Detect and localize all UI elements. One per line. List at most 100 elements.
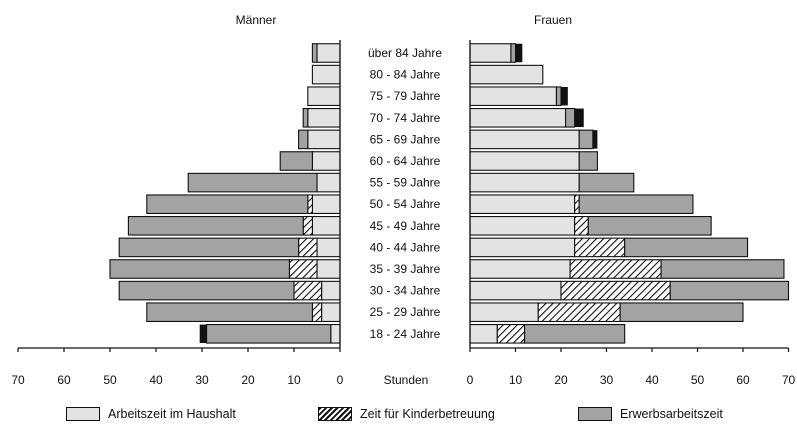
bar-women-erwerb (578, 172, 635, 193)
x-tick-label-men: 30 (195, 373, 209, 387)
bar-men-erwerb (302, 108, 309, 128)
bar-men-erwerb (279, 151, 313, 171)
x-tick-label-women: 60 (736, 373, 750, 387)
bar-women-haushalt (469, 216, 576, 236)
x-tick-label-women: 50 (691, 373, 705, 387)
bar-women-haushalt (469, 129, 580, 150)
category-label: 55 - 59 Jahre (370, 176, 441, 190)
bar-men-kinder (307, 194, 313, 214)
x-tick-label-men: 0 (337, 373, 344, 387)
bar-women-kinder (574, 216, 589, 236)
bar-men-erwerb (206, 323, 332, 344)
bar-men-haushalt (307, 129, 341, 150)
bar-men-kinder (288, 259, 318, 279)
category-label: 75 - 79 Jahre (370, 89, 441, 103)
bar-women-haushalt (469, 172, 580, 193)
x-tick-label-men: 40 (149, 373, 163, 387)
bar-women-erwerb (587, 216, 712, 236)
x-tick-label-men: 50 (103, 373, 117, 387)
bar-men-erwerb (187, 172, 318, 193)
bar-women-edge (515, 43, 523, 63)
category-label: 25 - 29 Jahre (370, 305, 441, 319)
axes-group: 0 0 10 10 20 20 30 30 40 40 50 50 60 60 70 70 (11, 40, 795, 387)
bar-women-haushalt (469, 280, 562, 301)
legend: Arbeitszeit im Haushalt Zeit für Kinderb… (0, 404, 797, 426)
x-tick-label-women: 20 (554, 373, 568, 387)
bar-men-kinder (302, 216, 313, 236)
bar-women-haushalt (469, 108, 567, 128)
bar-women-kinder (560, 280, 671, 301)
bar-women-erwerb (524, 323, 626, 344)
category-label: 40 - 44 Jahre (370, 240, 441, 254)
x-tick-label-women: 10 (509, 373, 523, 387)
bar-men-haushalt (316, 259, 341, 279)
bar-men-haushalt (330, 323, 341, 344)
bar-men-erwerb (118, 280, 295, 301)
bar-women-erwerb (669, 280, 790, 301)
bar-men-haushalt (316, 237, 341, 258)
bar-men-haushalt (321, 280, 341, 301)
bar-women-kinder (496, 323, 526, 344)
category-label: über 84 Jahre (368, 46, 442, 60)
x-tick-label-women: 70 (782, 373, 796, 387)
bar-men-erwerb (298, 129, 309, 150)
bar-women-haushalt (469, 323, 498, 344)
x-tick-label-men: 70 (11, 373, 25, 387)
bar-women-haushalt (469, 64, 544, 85)
bar-women-haushalt (469, 86, 557, 106)
legend-label-erwerbsarbeitszeit: Erwerbsarbeitszeit (620, 407, 723, 421)
bar-women-erwerb (510, 43, 517, 63)
legend-swatch-erwerbsarbeitszeit (578, 407, 612, 421)
legend-swatch-haushalt (66, 407, 100, 421)
category-label: 50 - 54 Jahre (370, 197, 441, 211)
legend-swatch-kinderbetreuung (318, 407, 352, 421)
bar-men-haushalt (307, 108, 341, 128)
category-labels: über 84 Jahre 80 - 84 Jahre 75 - 79 Jahre 7… (368, 46, 442, 341)
category-label: 80 - 84 Jahre (370, 68, 441, 82)
category-label: 30 - 34 Jahre (370, 284, 441, 298)
x-tick-label-men: 20 (241, 373, 255, 387)
bar-men-erwerb (127, 216, 304, 236)
bar-women-haushalt (469, 43, 512, 63)
bar-men-haushalt (311, 194, 341, 214)
bar-women-erwerb (578, 151, 598, 171)
panel-title-frauen: Frauen (534, 13, 572, 27)
bar-women-erwerb (564, 108, 576, 128)
bar-women-erwerb (578, 194, 694, 214)
bar-women-edge (574, 108, 584, 128)
bar-women-kinder (537, 302, 621, 323)
bar-men-kinder (311, 302, 323, 323)
category-label: 35 - 39 Jahre (370, 262, 441, 276)
bar-women-erwerb (619, 302, 744, 323)
bar-women-haushalt (469, 259, 571, 279)
bar-men-haushalt (316, 43, 341, 63)
bar-women-edge (561, 86, 568, 106)
bar-women-edge (592, 130, 598, 149)
bar-women-erwerb (578, 129, 594, 150)
bar-women-haushalt (469, 237, 576, 258)
bar-men-erwerb (109, 259, 290, 279)
bar-women-kinder (574, 237, 626, 258)
bar-women-haushalt (469, 194, 576, 214)
bar-men-kinder (293, 280, 323, 301)
bar-men-erwerb (146, 194, 309, 214)
panel-title-maenner: Männer (236, 13, 277, 27)
x-tick-label-women: 40 (645, 373, 659, 387)
legend-label-kinderbetreuung: Zeit für Kinderbetreuung (360, 407, 495, 421)
bar-men-erwerb (118, 237, 300, 258)
bar-women-kinder (569, 259, 662, 279)
bar-men-haushalt (311, 64, 341, 85)
x-tick-label-men: 60 (57, 373, 71, 387)
bar-men-kinder (298, 237, 318, 258)
legend-item-haushalt: Arbeitszeit im Haushalt (66, 404, 236, 424)
legend-item-kinderbetreuung: Zeit für Kinderbetreuung (318, 404, 495, 424)
bar-women-kinder (574, 194, 580, 214)
bar-men-haushalt (311, 216, 341, 236)
category-label: 65 - 69 Jahre (370, 132, 441, 146)
category-label: 60 - 64 Jahre (370, 154, 441, 168)
bars-group (109, 43, 790, 344)
bar-men-haushalt (316, 172, 341, 193)
bar-men-haushalt (307, 86, 341, 106)
axis-label-stunden: Stunden (384, 373, 429, 387)
